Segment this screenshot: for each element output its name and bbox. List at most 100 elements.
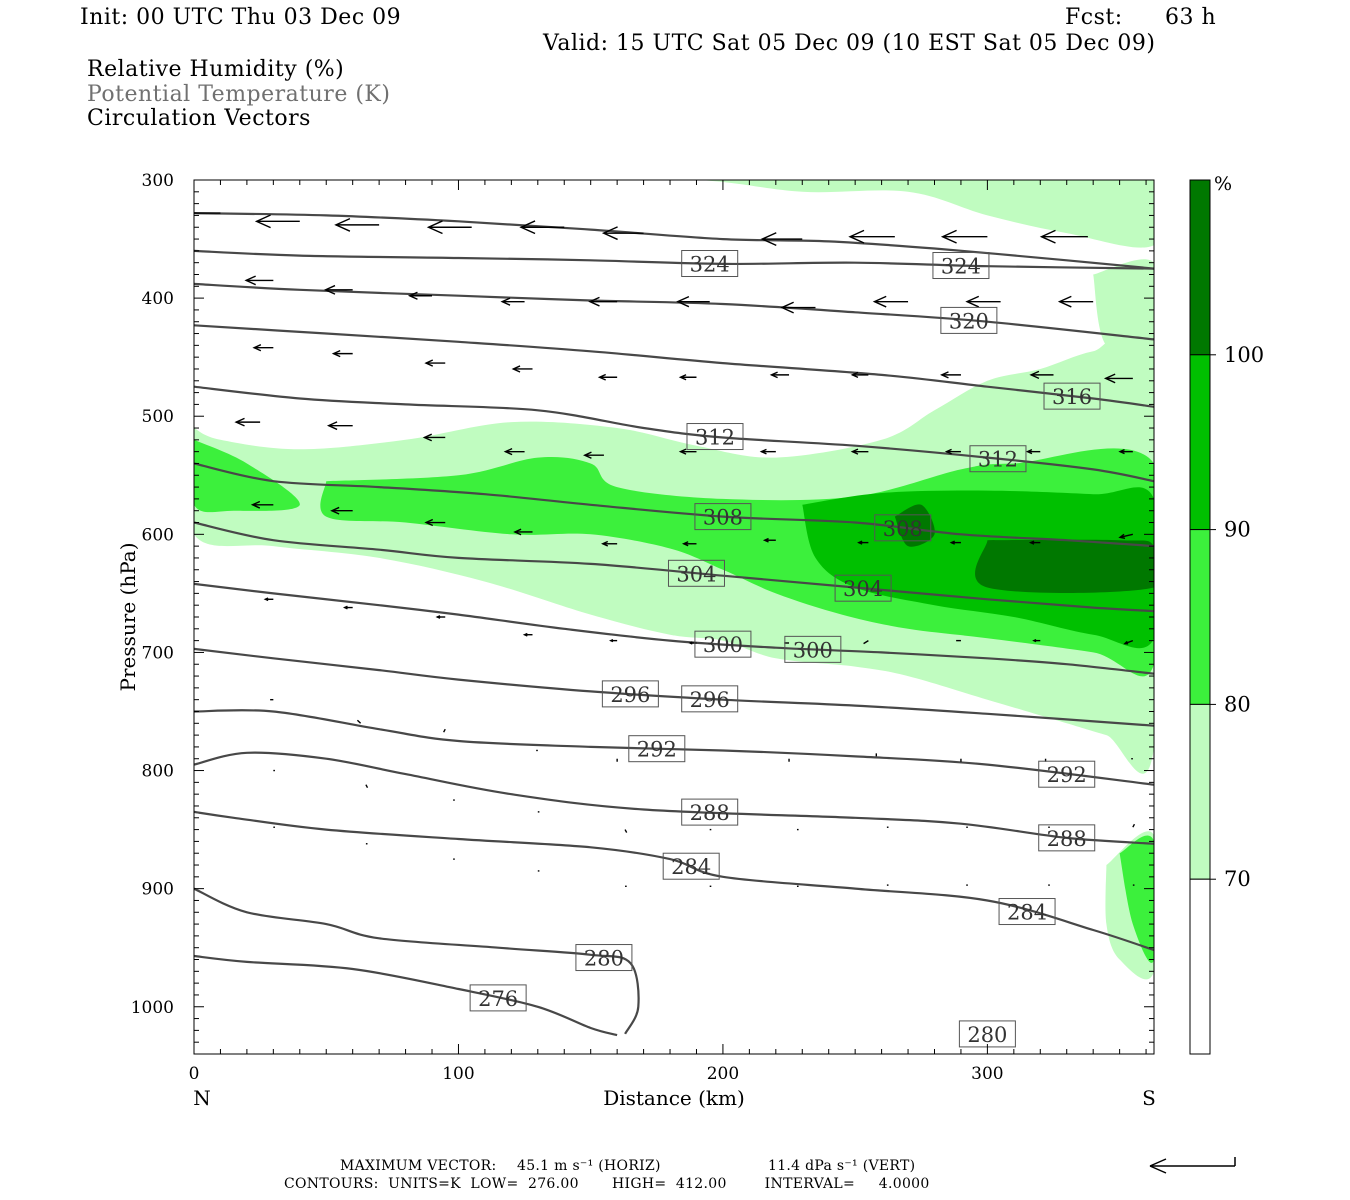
circulation-vector <box>780 301 816 314</box>
circulation-vector <box>513 528 533 536</box>
circulation-vector <box>944 448 961 455</box>
contour-labels: 276 280 280 284 284 288 288 292 292 296 296 300 300 3… <box>469 250 1101 1048</box>
legend-relative-humidity: Relative Humidity (%) <box>87 57 345 82</box>
theta-label-text: 312 <box>695 426 735 450</box>
circulation-vector <box>769 371 790 379</box>
x-tick-label: 200 <box>707 1064 739 1084</box>
forecast-label: Fcst: <box>1065 5 1123 30</box>
circulation-vector <box>426 220 472 235</box>
circulation-vector <box>511 365 533 373</box>
theta-contour-312 <box>194 385 1154 483</box>
circulation-vector <box>323 284 353 295</box>
theta-label-284: 284 <box>998 898 1056 926</box>
colorbar-level-label: 100 <box>1224 343 1264 367</box>
theta-label-280: 280 <box>958 1020 1016 1048</box>
circulation-vector <box>194 212 221 214</box>
theta-label-284: 284 <box>662 852 720 880</box>
circulation-vector <box>762 537 776 543</box>
circulation-vector <box>1103 373 1133 384</box>
y-axis-label: Pressure (hPa) <box>116 543 140 692</box>
circulation-vector <box>435 615 446 619</box>
theta-contour-316 <box>194 324 1154 408</box>
y-tick: 700 <box>142 643 1154 663</box>
x-tick-label: 0 <box>189 1064 200 1084</box>
init-time: Init: 00 UTC Thu 03 Dec 09 <box>80 5 402 30</box>
circulation-vector <box>234 417 261 427</box>
circulation-vector <box>424 359 446 367</box>
theta-label-text: 292 <box>637 738 677 762</box>
circulation-vector <box>263 597 274 602</box>
circulation-vector <box>1123 639 1134 645</box>
y-tick: 600 <box>142 525 1154 545</box>
circulation-vector <box>857 540 869 545</box>
y-tick-label: 900 <box>142 880 174 900</box>
theta-label-text: 296 <box>610 683 650 707</box>
circulation-vector <box>863 640 869 645</box>
y-tick: 800 <box>142 762 1154 782</box>
circulation-vector <box>848 229 895 244</box>
theta-label-288: 288 <box>681 798 739 826</box>
circulation-vector <box>597 373 618 381</box>
theta-label-300: 300 <box>694 630 752 658</box>
rh-region-80 <box>1119 835 1154 963</box>
circulation-vector <box>503 447 525 456</box>
circulation-vector <box>356 719 362 724</box>
axes: 300 400 500 600 700 800 900 1000 0 100 200 300 <box>131 171 1154 1084</box>
north-label: N <box>193 1086 211 1110</box>
theta-label-288: 288 <box>1038 824 1096 852</box>
circulation-vector <box>759 448 776 455</box>
legend-potential-temperature: Potential Temperature (K) <box>87 82 391 107</box>
theta-contour-280 <box>194 887 640 1035</box>
colorbar: 100 90 80 70% <box>1189 173 1264 1055</box>
circulation-vector <box>500 297 525 306</box>
colorbar-level-label: 70 <box>1224 867 1251 891</box>
theta-contour-300 <box>194 582 1154 675</box>
circulation-vector <box>1039 229 1088 244</box>
circulation-vector <box>678 374 697 381</box>
circulation-vector <box>850 448 869 455</box>
y-tick: 1000 <box>131 998 1154 1018</box>
x-tick: 300 <box>971 180 1004 1084</box>
circulation-vectors <box>194 212 1136 887</box>
circulation-vector <box>601 226 644 241</box>
theta-label-text: 320 <box>949 309 989 333</box>
circulation-vector <box>326 421 353 431</box>
theta-label-280: 280 <box>575 944 633 972</box>
theta-label-text: 308 <box>703 506 743 530</box>
colorbar-level-label: 80 <box>1224 692 1251 716</box>
theta-label-text: 304 <box>843 577 883 601</box>
theta-contour-324 <box>194 249 1154 270</box>
theta-label-324: 324 <box>932 252 990 280</box>
circulation-vector <box>519 220 565 235</box>
x-tick-label: 100 <box>442 1064 474 1084</box>
colorbar-segment <box>1189 179 1211 356</box>
theta-label-text: 324 <box>941 255 981 279</box>
theta-contour-304 <box>194 521 1154 613</box>
x-tick: 100 <box>442 180 475 1084</box>
theta-contour-308 <box>194 462 1154 548</box>
theta-label-text: 316 <box>1052 385 1092 409</box>
theta-contour-296 <box>194 647 1154 727</box>
circulation-vector <box>407 291 433 300</box>
circulation-vector <box>940 371 961 379</box>
circulation-vector <box>365 784 369 789</box>
colorbar-segment <box>1189 529 1211 705</box>
theta-contour-320 <box>194 282 1154 341</box>
theta-label-312: 312 <box>969 445 1027 473</box>
theta-label-308: 308 <box>874 514 932 542</box>
circulation-vector <box>342 605 353 610</box>
circulation-vector <box>1028 540 1041 545</box>
theta-label-320: 320 <box>940 306 998 334</box>
south-label: S <box>1142 1086 1156 1110</box>
y-tick-label: 500 <box>142 407 174 427</box>
theta-label-312: 312 <box>686 423 744 451</box>
potential-temperature-contours <box>194 212 1154 1037</box>
colorbar-segment <box>1189 354 1211 531</box>
theta-contour-328 <box>194 212 1154 270</box>
theta-label-text: 308 <box>883 517 923 541</box>
circulation-vector <box>422 433 446 442</box>
circulation-vector <box>872 295 909 308</box>
theta-label-text: 284 <box>1007 901 1047 925</box>
y-tick-label: 600 <box>142 525 174 545</box>
